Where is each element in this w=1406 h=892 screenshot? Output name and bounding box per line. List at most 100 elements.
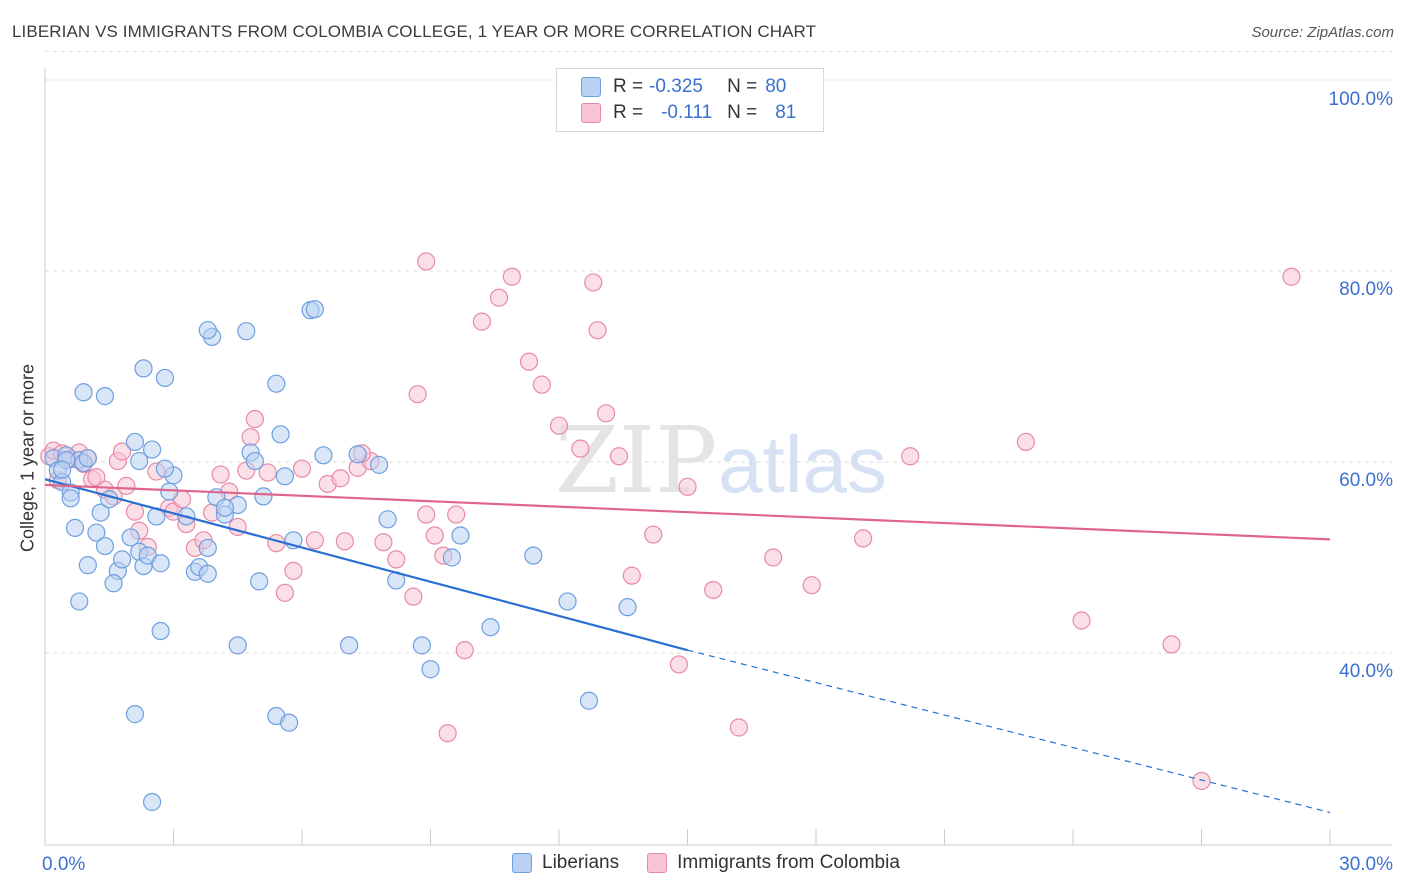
liberian-points [44, 300, 637, 812]
liberian-point [340, 636, 359, 655]
liberian-point [155, 459, 175, 478]
colombia-point [489, 288, 509, 307]
colombia-point [331, 469, 350, 488]
legend-swatch-pink [581, 103, 601, 123]
legend-swatch-blue [512, 853, 532, 873]
liberian-point [112, 550, 132, 569]
liberian-point [78, 556, 97, 575]
colombia-point [854, 529, 873, 548]
liberian-point [142, 792, 162, 812]
r-label: R = [613, 102, 644, 123]
colombia-point [408, 385, 427, 404]
liberian-point [198, 564, 217, 583]
liberian-point [451, 526, 470, 545]
liberian-trend-line [44, 478, 688, 652]
colombia-point [455, 641, 474, 660]
colombia-point [1162, 635, 1181, 654]
legend-row-colombia: R = -0.111 N = 81 [581, 101, 796, 125]
r-value-colombia: -0.111 [661, 102, 713, 123]
colombia-point [374, 533, 393, 552]
colombia-point [447, 505, 466, 524]
colombia-point [1016, 432, 1035, 452]
liberian-point [412, 636, 432, 655]
legend-swatch-blue [581, 77, 601, 97]
legend-label-colombia: Immigrants from Colombia [677, 852, 900, 873]
liberian-point [155, 368, 175, 388]
colombia-point [438, 724, 457, 743]
legend-item-liberians: Liberians [512, 852, 619, 874]
liberian-point [134, 359, 153, 378]
liberian-point [271, 425, 290, 444]
colombia-point [211, 465, 230, 484]
chart-title: LIBERIAN VS IMMIGRANTS FROM COLOMBIA COL… [12, 22, 817, 41]
liberian-point [125, 432, 145, 452]
colombia-point [112, 442, 132, 461]
x-tick-label: 0.0% [42, 854, 85, 875]
liberian-point [618, 598, 637, 617]
liberian-point [91, 503, 110, 522]
liberian-point [198, 321, 217, 340]
colombia-point [335, 532, 354, 551]
liberian-point [558, 592, 577, 611]
colombia-point [387, 550, 406, 569]
colombia-point [417, 252, 436, 271]
liberian-trend-extension [687, 649, 1331, 814]
colombia-point [1282, 267, 1301, 286]
liberian-point [74, 383, 93, 402]
liberian-point [130, 451, 149, 471]
colombia-point [588, 321, 607, 340]
colombia-point [644, 525, 663, 544]
liberian-point [305, 300, 324, 319]
liberian-point [370, 455, 389, 474]
liberian-point [250, 572, 269, 591]
colombia-point [425, 526, 444, 545]
liberian-point [95, 387, 115, 406]
liberian-point [524, 546, 543, 565]
liberian-point [314, 446, 333, 465]
liberian-point [215, 498, 234, 517]
grid-lines [45, 50, 1392, 654]
colombia-point [87, 468, 106, 487]
n-label: N = [727, 102, 758, 123]
colombia-point [901, 447, 920, 466]
colombia-point [241, 428, 260, 447]
watermark-atlas: atlas [718, 420, 887, 509]
liberian-point [237, 322, 256, 341]
liberian-point [267, 374, 286, 393]
liberian-point [254, 487, 273, 506]
tick-labels: 40.0% 60.0% 80.0% 100.0% 0.0% 30.0% [42, 89, 1393, 875]
colombia-point [729, 718, 749, 737]
colombia-point [472, 312, 491, 331]
colombia-point [245, 409, 264, 429]
n-label: N = [727, 76, 758, 97]
liberian-point [160, 482, 179, 501]
liberian-point [275, 467, 294, 486]
r-value-liberians: -0.325 [649, 76, 703, 97]
liberian-point [442, 548, 462, 567]
colombia-point [275, 583, 294, 602]
stats-legend: R = -0.325 N = 80 R = -0.111 N = 81 [556, 68, 824, 132]
liberian-point [280, 713, 299, 732]
legend-swatch-pink [647, 853, 668, 873]
watermark: ZIP atlas [555, 407, 887, 514]
source-credit: Source: ZipAtlas.com [1251, 24, 1394, 41]
colombia-point [622, 566, 641, 585]
watermark-zip: ZIP [555, 407, 717, 514]
n-value-colombia: 81 [775, 102, 797, 123]
liberian-point [121, 528, 140, 547]
x-tick-label: 30.0% [1339, 854, 1393, 875]
colombia-point [1072, 611, 1091, 630]
colombia-point [258, 463, 277, 482]
colombia-point [549, 416, 569, 435]
y-tick-label: 40.0% [1339, 661, 1393, 682]
liberian-point [198, 538, 217, 558]
y-tick-label: 80.0% [1339, 279, 1393, 300]
colombia-point [117, 476, 136, 495]
colombia-point [532, 375, 551, 394]
colombia-point [417, 505, 436, 524]
liberian-point [78, 449, 97, 468]
colombia-point [1192, 771, 1211, 791]
colombia-point [404, 587, 423, 606]
colombia-trend-line [44, 483, 1331, 541]
